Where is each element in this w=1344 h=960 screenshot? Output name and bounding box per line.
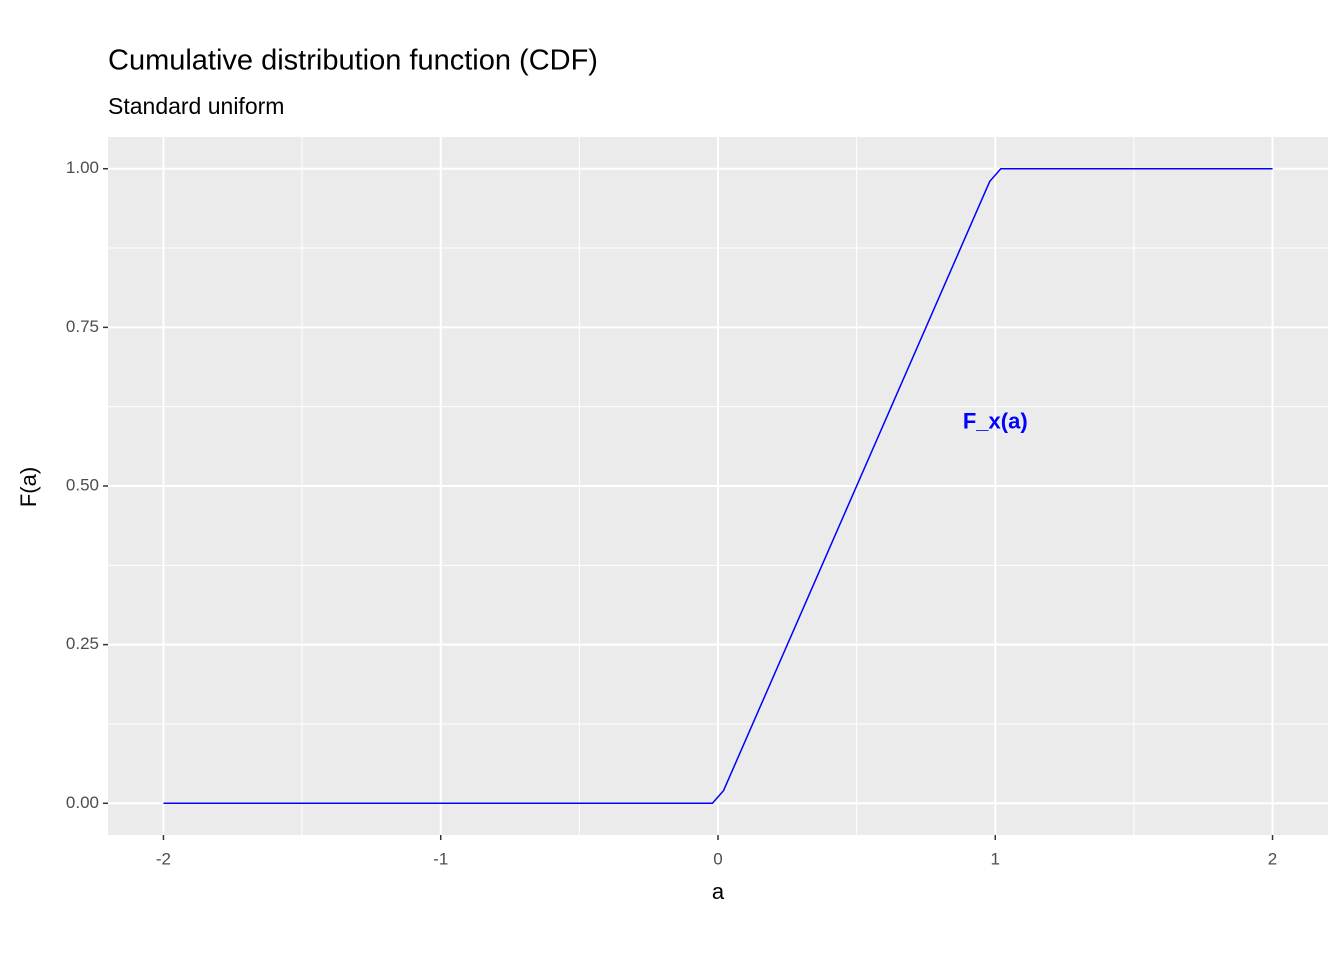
y-tick-label: 0.50 <box>66 475 99 494</box>
x-tick-label: 1 <box>991 849 1000 868</box>
y-axis-label: F(a) <box>16 467 41 507</box>
x-axis-label: a <box>712 879 725 904</box>
x-tick-label: -1 <box>433 849 448 868</box>
line <box>163 167 1273 805</box>
x-tick-label: 0 <box>713 849 722 868</box>
chart-title: Cumulative distribution function (CDF) <box>108 45 598 77</box>
annotation: F_x(a) <box>963 408 1028 433</box>
y-tick-label: 0.25 <box>66 634 99 653</box>
y-tick-label: 0.75 <box>66 317 99 336</box>
chart-subtitle: Standard uniform <box>108 93 284 119</box>
y-tick-label: 1.00 <box>66 158 99 177</box>
y-tick-label: 0.00 <box>66 793 99 812</box>
x-tick-label: 2 <box>1268 849 1277 868</box>
x-tick-label: -2 <box>156 849 171 868</box>
